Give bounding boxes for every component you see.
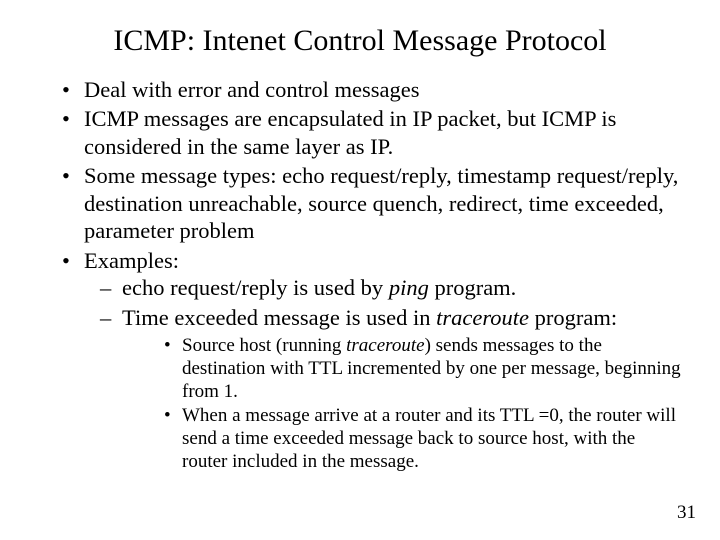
bullet-item: Some message types: echo request/reply, … [56, 162, 684, 244]
sub-sub-bullet-item: Source host (running traceroute) sends m… [162, 335, 684, 403]
text-run: Source host (running [182, 335, 346, 356]
italic-text: traceroute [436, 305, 529, 330]
sub-sub-bullet-item: When a message arrive at a router and it… [162, 405, 684, 473]
bullet-item: ICMP messages are encapsulated in IP pac… [56, 105, 684, 160]
bullet-list: Deal with error and control messages ICM… [36, 76, 684, 474]
bullet-item-examples: Examples: echo request/reply is used by … [56, 247, 684, 474]
slide: ICMP: Intenet Control Message Protocol D… [0, 0, 720, 540]
page-number: 31 [677, 502, 696, 524]
text-run: program: [529, 305, 617, 330]
text-run: echo request/reply is used by [122, 275, 389, 300]
sub-bullet-item: echo request/reply is used by ping progr… [96, 274, 684, 301]
sub-sub-bullet-list: Source host (running traceroute) sends m… [122, 335, 684, 474]
sub-bullet-list: echo request/reply is used by ping progr… [84, 274, 684, 474]
slide-title: ICMP: Intenet Control Message Protocol [36, 24, 684, 58]
text-run: Time exceeded message is used in [122, 305, 436, 330]
bullet-item: Deal with error and control messages [56, 76, 684, 103]
sub-bullet-item: Time exceeded message is used in tracero… [96, 304, 684, 474]
text-run: program. [429, 275, 516, 300]
italic-text: traceroute [346, 335, 424, 356]
bullet-text: Examples: [84, 248, 179, 273]
italic-text: ping [389, 275, 429, 300]
